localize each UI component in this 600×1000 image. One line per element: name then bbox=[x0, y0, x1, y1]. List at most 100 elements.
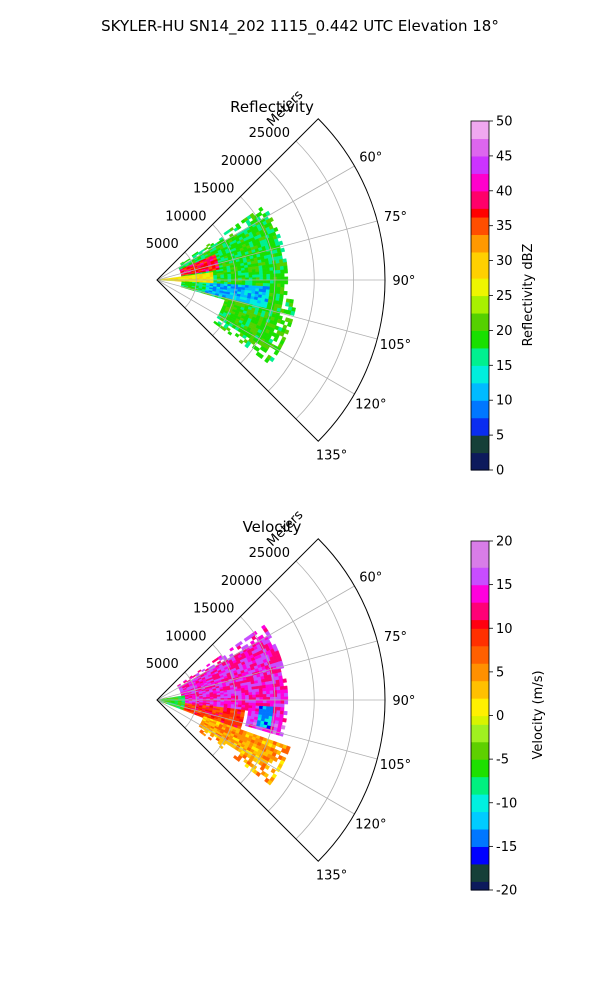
data-cell bbox=[280, 247, 286, 253]
data-cell bbox=[280, 724, 286, 730]
data-cell bbox=[276, 273, 282, 278]
colorbar-segment bbox=[471, 837, 489, 847]
colorbar-segment bbox=[471, 461, 489, 471]
colorbar-segment bbox=[471, 365, 489, 375]
reflectivity-colorbar: 0 5 10 15 20 25 30 35 40 45 50 bbox=[470, 115, 513, 479]
data-cell bbox=[276, 710, 281, 715]
data-cell bbox=[259, 700, 264, 704]
reflectivity-panel: Reflectivity 60° 75° 90° 105° 120° 135° 5000 10… bbox=[146, 87, 536, 478]
data-cell bbox=[238, 280, 243, 283]
data-cell bbox=[201, 732, 207, 737]
data-cell bbox=[283, 685, 288, 691]
data-cell bbox=[283, 689, 288, 694]
data-cell bbox=[273, 700, 278, 705]
data-cell bbox=[273, 706, 278, 711]
colorbar-segment bbox=[471, 382, 489, 393]
azimuth-line bbox=[156, 165, 355, 281]
colorbar-segment bbox=[471, 208, 489, 218]
colorbar-segment bbox=[471, 820, 489, 830]
colorbar-segment bbox=[471, 417, 489, 427]
data-cell bbox=[186, 258, 191, 262]
colorbar-segment bbox=[471, 846, 489, 856]
data-cell bbox=[284, 329, 290, 335]
data-cell bbox=[251, 689, 256, 693]
colorbar-segment bbox=[471, 715, 489, 725]
r-tick-label: 5000 bbox=[146, 237, 179, 252]
data-cell bbox=[262, 690, 267, 695]
data-cell bbox=[241, 700, 246, 704]
data-cell bbox=[280, 287, 285, 292]
data-cell bbox=[241, 702, 246, 706]
data-cell bbox=[272, 336, 279, 343]
data-cell bbox=[266, 286, 271, 291]
velocity-colorbar-label: Velocity (m/s) bbox=[531, 670, 546, 759]
data-cell bbox=[248, 280, 253, 284]
colorbar-segment bbox=[471, 216, 489, 227]
colorbar-tick-label: -5 bbox=[496, 753, 509, 768]
azimuth-line bbox=[156, 279, 378, 340]
colorbar-segment bbox=[471, 286, 489, 297]
data-cell bbox=[275, 682, 281, 688]
colorbar-segment bbox=[471, 689, 489, 699]
data-cell bbox=[269, 706, 274, 711]
data-cell bbox=[276, 693, 282, 698]
data-cell bbox=[276, 700, 281, 705]
data-cell bbox=[245, 274, 250, 278]
data-cell bbox=[273, 226, 279, 233]
data-cell bbox=[275, 262, 281, 268]
data-cell bbox=[279, 290, 285, 295]
azimuth-line bbox=[156, 640, 378, 701]
data-cell bbox=[262, 283, 267, 287]
r-tick-label: 20000 bbox=[221, 154, 262, 169]
data-cell bbox=[255, 771, 262, 777]
data-cell bbox=[251, 691, 257, 696]
data-cell bbox=[283, 265, 288, 271]
data-cell bbox=[248, 282, 253, 286]
colorbar-segment bbox=[471, 759, 489, 769]
data-cell bbox=[259, 282, 264, 287]
theta-tick-label: 135° bbox=[316, 869, 347, 884]
data-cell bbox=[170, 280, 175, 282]
data-cell bbox=[204, 246, 209, 251]
data-cell bbox=[283, 710, 288, 716]
data-cell bbox=[206, 663, 211, 668]
data-cell bbox=[201, 668, 206, 673]
colorbar-segment bbox=[471, 741, 489, 751]
colorbar-segment bbox=[471, 724, 489, 734]
colorbar-tick-label: 45 bbox=[496, 149, 513, 164]
colorbar-segment bbox=[471, 802, 489, 813]
colorbar-segment bbox=[471, 881, 489, 891]
colorbar-tick-label: 10 bbox=[496, 394, 513, 409]
data-cell bbox=[266, 693, 271, 698]
data-cell bbox=[244, 707, 249, 711]
colorbar-segment bbox=[471, 356, 489, 366]
data-cell bbox=[258, 688, 264, 693]
colorbar-segment bbox=[471, 129, 489, 140]
data-cell bbox=[252, 282, 257, 287]
colorbar-segment bbox=[471, 435, 489, 445]
data-cell bbox=[262, 347, 269, 354]
data-cell bbox=[273, 690, 278, 695]
data-cell bbox=[227, 275, 232, 279]
theta-tick-label: 135° bbox=[316, 449, 347, 464]
radar-data bbox=[156, 206, 296, 364]
plot-frame bbox=[156, 118, 386, 442]
data-cell bbox=[241, 695, 246, 699]
reflectivity-polar-plot: 60° 75° 90° 105° 120° 135° 5000 10000 15000 20000… bbox=[146, 87, 416, 463]
data-cell bbox=[265, 684, 270, 689]
colorbar-segment bbox=[471, 785, 489, 795]
data-cell bbox=[244, 343, 250, 349]
data-cell bbox=[244, 692, 250, 696]
data-cell bbox=[262, 274, 267, 278]
velocity-title: Velocity bbox=[243, 518, 302, 536]
colorbar-segment bbox=[471, 593, 489, 603]
data-cell bbox=[227, 330, 233, 336]
data-cell bbox=[259, 274, 264, 278]
data-cell bbox=[245, 694, 250, 698]
data-cell bbox=[272, 683, 277, 688]
data-cell bbox=[266, 283, 271, 287]
data-cell bbox=[276, 686, 281, 691]
data-cell bbox=[266, 703, 271, 707]
data-cell bbox=[174, 280, 179, 282]
colorbar-segment bbox=[471, 610, 489, 621]
